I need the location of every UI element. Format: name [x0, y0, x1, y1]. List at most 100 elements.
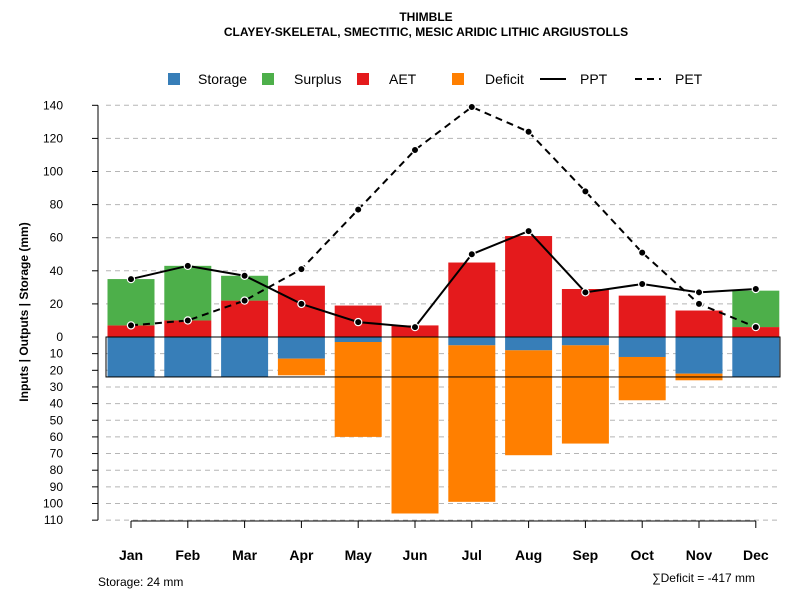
ppt-point-jun — [410, 322, 420, 332]
y-tick-label-lower-30: 30 — [50, 380, 64, 394]
y-tick-label-lower-100: 100 — [43, 497, 63, 511]
x-tick-label-feb: Feb — [175, 547, 200, 563]
pet-point-jul — [467, 102, 476, 112]
x-tick-label-apr: Apr — [289, 547, 314, 563]
ppt-point-sep — [581, 288, 590, 297]
aet-bar-jan — [107, 325, 155, 337]
aet-bar-aug — [505, 236, 553, 337]
x-tick-label-aug: Aug — [515, 547, 542, 563]
surplus-bar-dec — [732, 290, 780, 328]
deficit-bar-aug — [505, 350, 553, 456]
lines-layer — [126, 102, 761, 332]
aet-bar-dec — [732, 327, 780, 337]
pet-point-oct — [638, 248, 647, 257]
surplus-bar-feb — [164, 265, 212, 321]
ppt-point-apr — [297, 299, 306, 309]
storage-capacity-frame — [105, 336, 781, 378]
legend-label-surplus: Surplus — [294, 71, 341, 87]
x-tick-label-jan: Jan — [119, 547, 143, 563]
storage-bar-mar — [221, 337, 269, 377]
y-tick-label-lower-40: 40 — [50, 397, 64, 411]
pet-point-mar — [240, 296, 249, 305]
y-tick-label-upper-100: 100 — [43, 165, 63, 179]
legend-swatch-aet — [357, 73, 369, 85]
x-tick-label-nov: Nov — [686, 547, 713, 563]
aet-bar-sep — [561, 289, 609, 337]
y-tick-label-lower-50: 50 — [50, 413, 64, 427]
deficit-bar-jun — [391, 337, 439, 514]
y-tick-label-upper-80: 80 — [50, 198, 64, 212]
x-tick-label-jun: Jun — [403, 547, 428, 563]
storage-bar-nov — [675, 337, 723, 374]
y-tick-label-lower-90: 90 — [50, 480, 64, 494]
pet-point-jan — [126, 321, 136, 330]
ppt-point-may — [354, 317, 363, 327]
legend-label-storage: Storage — [198, 71, 247, 87]
legend-swatch-deficit — [452, 73, 464, 85]
pet-point-dec — [751, 322, 761, 332]
axes: 0 20 40 60 80 100 120 140 10 20 30 40 50 60 70 80 90 100 1… — [43, 98, 769, 563]
y-tick-label-upper-120: 120 — [43, 131, 63, 145]
deficit-bar-jul — [448, 345, 496, 502]
legend-label-deficit: Deficit — [485, 71, 524, 87]
pet-point-feb — [183, 316, 192, 325]
y-tick-label-lower-20: 20 — [50, 363, 64, 377]
y-tick-label-upper-0: 0 — [56, 330, 63, 344]
y-tick-label-upper-40: 40 — [50, 264, 64, 278]
ppt-point-jan — [126, 274, 136, 284]
aet-bar-feb — [164, 320, 212, 337]
y-axis-label: Inputs | Outputs | Storage (mm) — [17, 222, 31, 401]
y-tick-label-upper-60: 60 — [50, 231, 64, 245]
ppt-line — [130, 229, 756, 329]
legend-swatch-storage — [168, 73, 180, 85]
aet-bar-nov — [675, 310, 723, 337]
surplus-bar-jan — [107, 279, 155, 326]
deficit-bar-may — [334, 341, 382, 437]
storage-bar-sep — [561, 337, 609, 346]
pet-point-apr — [297, 264, 306, 274]
y-tick-label-upper-20: 20 — [50, 297, 64, 311]
bars-layer — [107, 236, 780, 514]
x-tick-label-sep: Sep — [573, 547, 599, 563]
storage-bar-may — [334, 337, 382, 342]
deficit-bar-oct — [618, 356, 666, 401]
y-tick-label-upper-140: 140 — [43, 98, 63, 112]
ppt-point-mar — [240, 271, 249, 280]
ppt-point-aug — [524, 226, 533, 236]
ppt-point-jul — [467, 250, 476, 259]
storage-bar-feb — [164, 337, 212, 377]
x-tick-label-dec: Dec — [743, 547, 769, 563]
legend: Storage Surplus AET Deficit PPT PET — [168, 71, 703, 87]
pet-point-sep — [581, 187, 590, 196]
chart-title: THIMBLE — [399, 10, 452, 24]
storage-bar-oct — [618, 337, 666, 357]
y-tick-label-lower-70: 70 — [50, 447, 64, 461]
ppt-point-oct — [638, 279, 647, 289]
legend-swatch-surplus — [262, 73, 274, 85]
x-tick-label-may: May — [345, 547, 372, 563]
y-tick-label-lower-110: 110 — [44, 513, 63, 527]
x-tick-label-oct: Oct — [631, 547, 655, 563]
legend-label-pet: PET — [675, 71, 703, 87]
y-tick-label-lower-80: 80 — [50, 463, 64, 477]
storage-bar-jan — [107, 337, 155, 377]
storage-bar-jul — [448, 337, 496, 346]
legend-label-ppt: PPT — [580, 71, 608, 87]
legend-label-aet: AET — [389, 71, 417, 87]
y-tick-label-lower-10: 10 — [50, 347, 64, 361]
ppt-point-feb — [183, 261, 192, 271]
x-tick-label-jul: Jul — [462, 547, 482, 563]
chart-subtitle: CLAYEY-SKELETAL, SMECTITIC, MESIC ARIDIC… — [224, 25, 628, 39]
aet-bar-apr — [277, 285, 325, 337]
deficit-bar-apr — [277, 358, 325, 376]
storage-capacity-outline — [105, 336, 781, 378]
pet-point-aug — [524, 127, 533, 136]
pet-point-may — [354, 205, 363, 214]
gridlines — [106, 104, 780, 521]
storage-footnote: Storage: 24 mm — [98, 575, 183, 589]
deficit-bar-sep — [561, 345, 609, 444]
y-tick-label-lower-60: 60 — [50, 430, 64, 444]
x-tick-label-mar: Mar — [232, 547, 257, 563]
